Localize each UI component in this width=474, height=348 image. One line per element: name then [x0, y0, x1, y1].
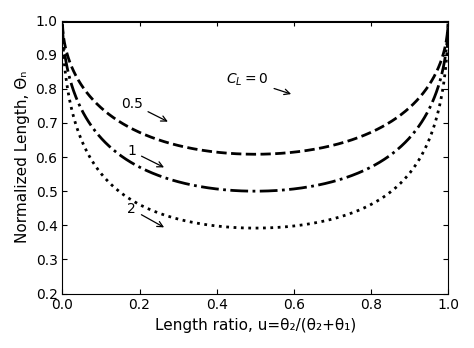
- Text: 0.5: 0.5: [121, 96, 167, 121]
- Text: $C_L=0$: $C_L=0$: [226, 72, 290, 95]
- Text: 1: 1: [128, 144, 163, 167]
- Y-axis label: Normalized Length, Θₙ: Normalized Length, Θₙ: [15, 71, 30, 243]
- Text: 2: 2: [128, 203, 163, 227]
- X-axis label: Length ratio, u=θ₂/(θ₂+θ₁): Length ratio, u=θ₂/(θ₂+θ₁): [155, 318, 356, 333]
